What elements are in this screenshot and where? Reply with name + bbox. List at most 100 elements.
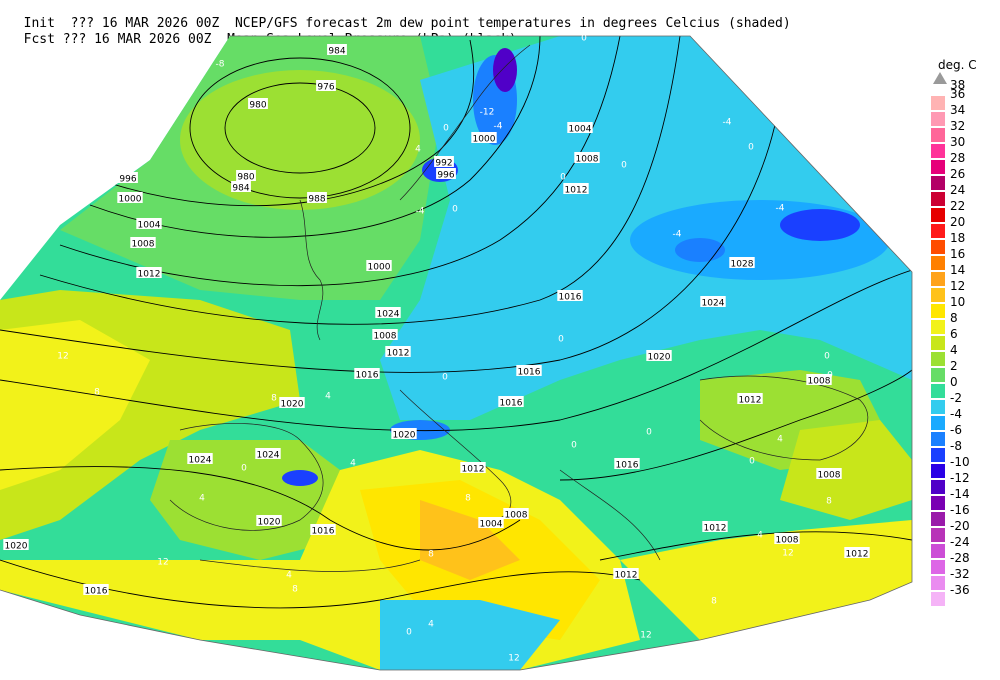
isobar-label: 1012: [704, 524, 727, 534]
legend-label: 14: [950, 263, 966, 277]
isobar-label-bg: [130, 237, 156, 248]
legend-entry: 26: [928, 167, 992, 190]
isobar-label-bg: [844, 547, 870, 558]
dewpoint-contour-label: 8: [826, 497, 832, 507]
dewpoint-contour-label: 0: [406, 628, 412, 638]
dewpoint-contour-label: 4: [199, 494, 205, 504]
isobar-labels: 9849769809809849961000100410081012988100…: [3, 44, 870, 597]
legend-entry: -20: [928, 519, 992, 542]
legend-swatch: [931, 112, 945, 126]
isobar-label: 1008: [505, 511, 528, 521]
isobar-label: 992: [435, 159, 452, 169]
dewpoint-contour-label: 4: [428, 620, 434, 630]
legend-label: -6: [950, 423, 962, 437]
dewpoint-contour-label: 0: [748, 143, 754, 153]
isobar-label-bg: [700, 296, 726, 307]
isobar-label: 1012: [565, 186, 588, 196]
legend-top-arrow: [933, 72, 947, 84]
legend-entry: 20: [928, 215, 992, 238]
isobar-label-bg: [498, 396, 524, 407]
isobar-label: 1016: [518, 368, 541, 378]
legend-entry: -28: [928, 551, 992, 574]
legend-swatch: [931, 336, 945, 350]
legend-entry: 18: [928, 231, 992, 254]
dewpoint-contour-label: -4: [723, 118, 732, 128]
legend-swatch: [931, 512, 945, 526]
isobar-label: 1008: [132, 240, 155, 250]
dewpoint-contour-label: 4: [777, 435, 783, 445]
legend-label: 28: [950, 151, 966, 165]
legend-label: -2: [950, 391, 962, 405]
isobar-label-bg: [375, 307, 401, 318]
legend-entry: 16: [928, 247, 992, 270]
isobar-label: 1000: [368, 263, 391, 273]
isobar-label-bg: [391, 428, 417, 439]
isobar-label-bg: [574, 152, 600, 163]
legend-entry: -36: [928, 583, 992, 606]
legend-label: 26: [950, 167, 966, 181]
isobar-label: 980: [249, 101, 266, 111]
isobar-label: 1016: [312, 527, 335, 537]
legend-label: 10: [950, 295, 966, 309]
isobar-label: 1000: [119, 195, 142, 205]
legend-swatch: [931, 176, 945, 190]
isobar-label: 1016: [500, 399, 523, 409]
legend-label: 12: [950, 279, 966, 293]
legend-entry: 32: [928, 119, 992, 142]
dewpoint-contour-label: 8: [465, 494, 471, 504]
legend-entry: -24: [928, 535, 992, 558]
isobar-label: 996: [437, 171, 454, 181]
legend-label: 22: [950, 199, 966, 213]
dewpoint-contour-label: 8: [271, 394, 277, 404]
isobar-label: 1016: [356, 371, 379, 381]
legend-label: -8: [950, 439, 962, 453]
isobar-label-bg: [327, 44, 347, 55]
domain-border: [0, 35, 913, 671]
isobar-label-bg: [516, 365, 542, 376]
isobar-label: 1020: [258, 518, 281, 528]
isobar-label: 1024: [702, 299, 725, 309]
legend-label: 30: [950, 135, 966, 149]
legend-swatch: [931, 352, 945, 366]
legend-entry: -2: [928, 391, 992, 414]
isobar-label-bg: [471, 132, 497, 143]
legend-entry: 22: [928, 199, 992, 222]
isobar-label-bg: [613, 568, 639, 579]
isobar-label: 980: [237, 173, 254, 183]
isobar-label-bg: [434, 156, 454, 167]
legend-swatch: [931, 224, 945, 238]
dewpoint-contour-label: 4: [757, 531, 763, 541]
legend-swatch: [931, 576, 945, 590]
isobar-label-bg: [563, 183, 589, 194]
dewpoint-contour-label: 8: [711, 597, 717, 607]
dewpoint-contour-label: 0: [443, 124, 449, 134]
dewpoint-contour-label: 0: [560, 173, 566, 183]
legend-label: -4: [950, 407, 962, 421]
legend-label: -36: [950, 583, 970, 597]
isobar-label: 1000: [473, 135, 496, 145]
legend-title: deg. C: [938, 58, 977, 72]
dewpoint-contour-label: 0: [749, 457, 755, 467]
legend-entry: 34: [928, 103, 992, 126]
legend-entry: 36: [928, 87, 992, 110]
isobar-label-bg: [236, 170, 256, 181]
legend-label: 36: [950, 87, 966, 101]
isobar-label-bg: [557, 290, 583, 301]
isobar-label: 1012: [138, 270, 161, 280]
legend-swatch: [931, 432, 945, 446]
isobar-label-bg: [567, 122, 593, 133]
isobar-label: 984: [232, 184, 249, 194]
isobar-label: 1012: [615, 571, 638, 581]
isobar-label-bg: [614, 458, 640, 469]
isobar-label: 1008: [576, 155, 599, 165]
isobar-label-bg: [248, 98, 268, 109]
dewpoint-contour-label: 0: [827, 371, 833, 381]
legend-entry: 30: [928, 135, 992, 158]
product-title: NCEP/GFS forecast 2m dew point temperatu…: [234, 16, 791, 31]
legend-swatch: [931, 560, 945, 574]
isobar-label-bg: [737, 393, 763, 404]
isobar-label: 1004: [138, 221, 161, 231]
legend-entry: 24: [928, 183, 992, 206]
legend-swatch: [931, 128, 945, 142]
